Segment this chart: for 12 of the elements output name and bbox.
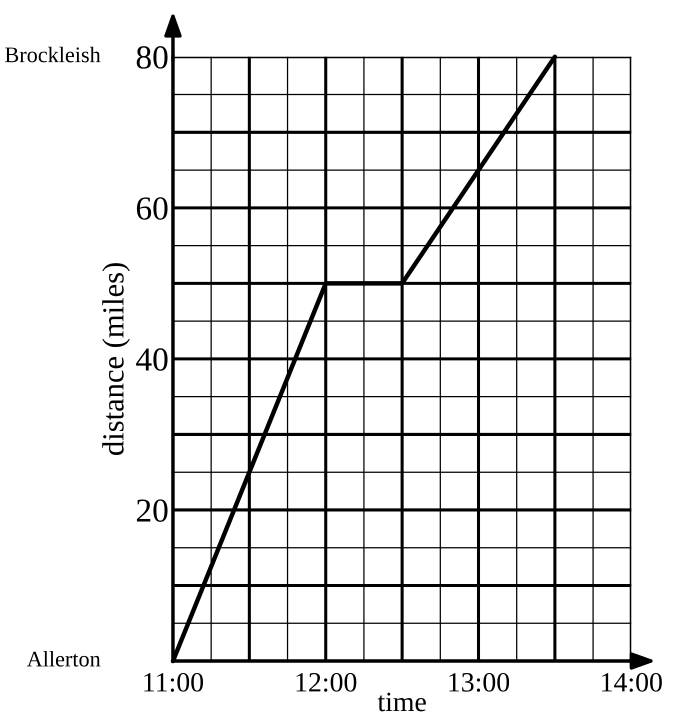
x-tick-label: 12:00 bbox=[296, 672, 356, 692]
x-tick-label: 13:00 bbox=[449, 672, 510, 692]
x-tick-label: 11:00 bbox=[144, 672, 204, 692]
text: Allerton bbox=[26, 650, 100, 667]
text: Brockleish bbox=[5, 46, 100, 62]
y-tick-label: 80 bbox=[136, 46, 168, 69]
y-axis-title: distance (miles) bbox=[102, 263, 130, 455]
y-tick-label: 20 bbox=[136, 499, 168, 522]
y-tick-label: 60 bbox=[136, 197, 168, 220]
y-tick-label: 40 bbox=[136, 348, 168, 371]
x-tick-label: 14:00 bbox=[602, 672, 662, 692]
x-axis-title: time bbox=[378, 692, 426, 712]
